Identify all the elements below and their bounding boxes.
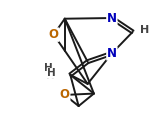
Text: H: H [140,25,149,35]
Text: O: O [60,88,70,102]
Text: H: H [47,68,56,78]
Text: N: N [107,47,117,60]
Text: H: H [46,71,55,80]
Text: H: H [44,63,52,73]
Text: H: H [43,64,52,74]
Text: O: O [49,28,59,41]
Text: N: N [107,11,117,24]
